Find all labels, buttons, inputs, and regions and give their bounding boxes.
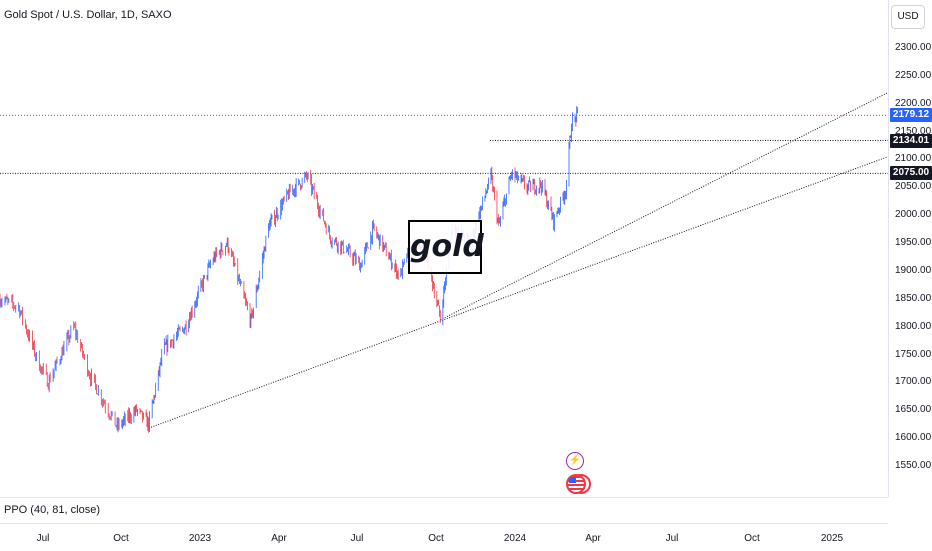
price-tick-label: 2050.00 [895,181,932,193]
pane-divider[interactable] [0,497,888,498]
price-tick-label: 1800.00 [895,320,932,332]
price-tick-label: 2250.00 [895,69,932,81]
ppo-indicator-label[interactable]: PPO (40, 81, close) [4,504,100,516]
price-tick-label: 1700.00 [895,376,932,388]
us-flag-icon[interactable] [566,474,586,494]
price-tick-label: 1650.00 [895,404,932,416]
time-tick-label: Apr [585,533,601,544]
gold-text-annotation[interactable]: gold [408,220,484,274]
price-tick-label: 2000.00 [895,209,932,221]
trendline [148,156,888,429]
time-tick-label: Oct [744,533,760,544]
time-tick-label: 2024 [503,533,527,544]
current-price-badge[interactable]: 2179.12 [890,108,932,123]
price-tick-label: 1750.00 [895,348,932,360]
time-tick-label: Oct [113,533,129,544]
price-tick-label: 2150.00 [895,125,932,137]
price-tick-label: 2200.00 [895,97,932,109]
price-tick-label: 1600.00 [895,432,932,444]
price-tick-label: 1850.00 [895,292,932,304]
currency-button[interactable]: USD [891,5,925,29]
price-chart[interactable] [0,0,888,497]
price-tick-label: 2300.00 [895,42,932,53]
time-tick-label: Oct [428,533,444,544]
level-price-badge[interactable]: 2134.01 [890,133,932,148]
chart-area[interactable] [0,0,888,497]
lightning-icon[interactable]: ⚡ [566,452,584,470]
trendline [440,92,888,321]
price-axis[interactable]: 2300.00 2250.00 2200.00 2150.00 2100.00 2050.… [888,0,932,497]
price-tick-label: 2100.00 [895,153,932,165]
price-tick-label: 1900.00 [895,264,932,276]
time-tick-label: Jul [36,533,50,544]
time-tick-label: Jul [350,533,364,544]
symbol-title[interactable]: Gold Spot / U.S. Dollar, 1D, SAXO [4,9,172,21]
time-tick-label: 2023 [188,533,212,544]
time-axis[interactable]: Jul Oct 2023 Apr Jul Oct 2024 Apr Jul Oct 2025 [0,523,888,551]
price-tick-label: 1550.00 [895,460,932,471]
time-tick-label: 2025 [820,533,844,544]
level-price-badge[interactable]: 2075.00 [890,166,932,181]
time-tick-label: Jul [665,533,679,544]
time-tick-label: Apr [271,533,287,544]
price-tick-label: 1950.00 [895,237,932,249]
